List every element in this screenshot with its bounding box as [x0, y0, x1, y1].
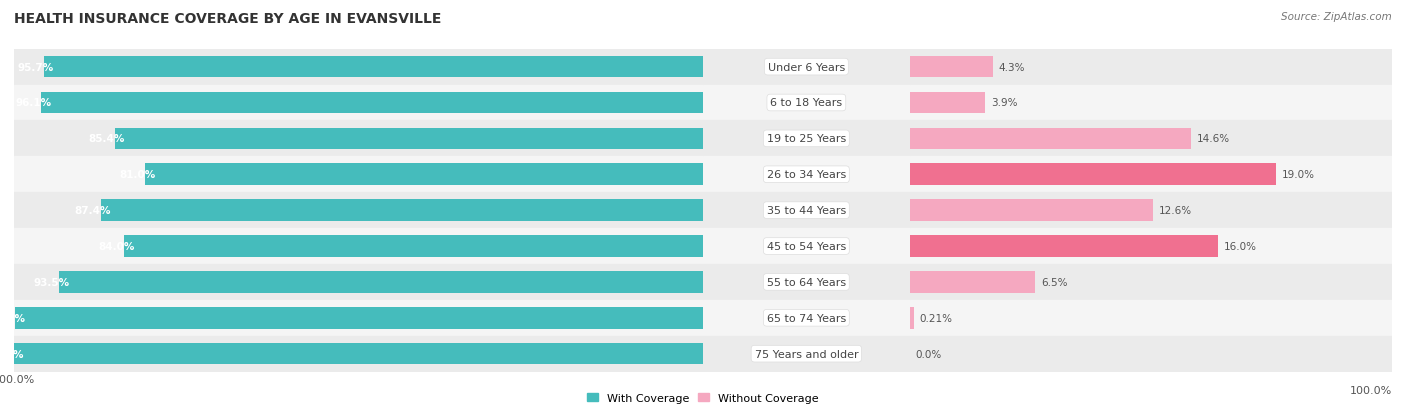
Bar: [14, 336, 703, 372]
Text: 35 to 44 Years: 35 to 44 Years: [766, 206, 846, 216]
Text: 14.6%: 14.6%: [1197, 134, 1230, 144]
Bar: [703, 228, 910, 264]
Bar: [101, 200, 703, 221]
Text: 26 to 34 Years: 26 to 34 Years: [766, 170, 846, 180]
Bar: [14, 264, 703, 300]
Text: 19.0%: 19.0%: [1282, 170, 1315, 180]
Text: 16.0%: 16.0%: [1225, 242, 1257, 252]
Bar: [910, 121, 1392, 157]
Bar: [910, 57, 993, 78]
Bar: [14, 343, 703, 365]
Text: 0.21%: 0.21%: [920, 313, 952, 323]
Bar: [15, 307, 703, 329]
Text: 75 Years and older: 75 Years and older: [755, 349, 858, 359]
Bar: [910, 300, 1392, 336]
Text: 93.5%: 93.5%: [34, 277, 69, 287]
Legend: With Coverage, Without Coverage: With Coverage, Without Coverage: [582, 389, 824, 408]
Text: HEALTH INSURANCE COVERAGE BY AGE IN EVANSVILLE: HEALTH INSURANCE COVERAGE BY AGE IN EVAN…: [14, 12, 441, 26]
Bar: [41, 93, 703, 114]
Bar: [14, 121, 703, 157]
Bar: [14, 228, 703, 264]
Text: 45 to 54 Years: 45 to 54 Years: [766, 242, 846, 252]
Bar: [14, 193, 703, 228]
Bar: [910, 93, 986, 114]
Bar: [703, 50, 910, 85]
Text: 4.3%: 4.3%: [998, 62, 1025, 72]
Bar: [910, 85, 1392, 121]
Text: 85.4%: 85.4%: [89, 134, 125, 144]
Bar: [703, 121, 910, 157]
Text: 3.9%: 3.9%: [991, 98, 1017, 108]
Text: 6 to 18 Years: 6 to 18 Years: [770, 98, 842, 108]
Text: Source: ZipAtlas.com: Source: ZipAtlas.com: [1281, 12, 1392, 22]
Text: 19 to 25 Years: 19 to 25 Years: [766, 134, 846, 144]
Bar: [910, 307, 914, 329]
Bar: [14, 50, 703, 85]
Bar: [910, 164, 1277, 185]
Bar: [703, 264, 910, 300]
Text: 81.0%: 81.0%: [120, 170, 155, 180]
Text: 87.4%: 87.4%: [75, 206, 111, 216]
Text: 100.0%: 100.0%: [0, 349, 24, 359]
Bar: [910, 264, 1392, 300]
Bar: [910, 228, 1392, 264]
Bar: [59, 271, 703, 293]
Bar: [124, 236, 703, 257]
Bar: [14, 300, 703, 336]
Bar: [703, 336, 910, 372]
Bar: [910, 200, 1153, 221]
Text: 84.0%: 84.0%: [98, 242, 135, 252]
Text: 100.0%: 100.0%: [1350, 385, 1392, 394]
Text: 95.7%: 95.7%: [18, 62, 53, 72]
Bar: [910, 128, 1191, 150]
Text: 0.0%: 0.0%: [915, 349, 942, 359]
Text: 96.1%: 96.1%: [15, 98, 51, 108]
Bar: [910, 236, 1219, 257]
Bar: [703, 85, 910, 121]
Bar: [14, 85, 703, 121]
Text: Under 6 Years: Under 6 Years: [768, 62, 845, 72]
Text: 65 to 74 Years: 65 to 74 Years: [766, 313, 846, 323]
Text: 12.6%: 12.6%: [1159, 206, 1192, 216]
Text: 99.8%: 99.8%: [0, 313, 25, 323]
Bar: [145, 164, 703, 185]
Bar: [115, 128, 703, 150]
Bar: [910, 50, 1392, 85]
Bar: [910, 271, 1035, 293]
Bar: [703, 193, 910, 228]
Bar: [44, 57, 703, 78]
Bar: [910, 193, 1392, 228]
Text: 6.5%: 6.5%: [1040, 277, 1067, 287]
Bar: [703, 300, 910, 336]
Bar: [910, 336, 1392, 372]
Bar: [910, 157, 1392, 193]
Text: 55 to 64 Years: 55 to 64 Years: [766, 277, 846, 287]
Bar: [703, 157, 910, 193]
Bar: [14, 157, 703, 193]
